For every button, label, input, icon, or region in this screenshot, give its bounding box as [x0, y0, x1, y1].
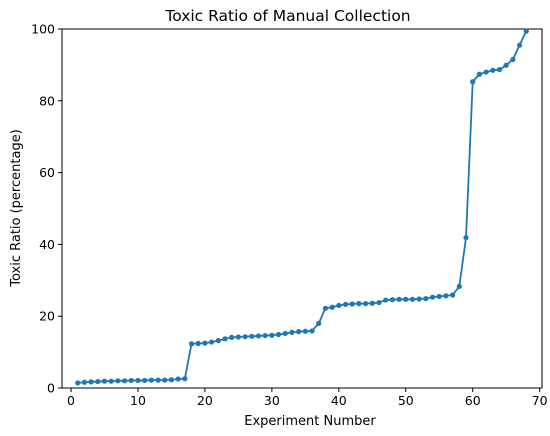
data-point [289, 329, 295, 335]
data-point [282, 330, 288, 337]
data-point [101, 378, 108, 384]
data-point [436, 293, 442, 300]
data-point [396, 296, 402, 302]
data-point [362, 301, 369, 307]
x-tick-label: 70 [532, 393, 548, 408]
y-axis-label: Toxic Ratio (percentage) [9, 129, 24, 288]
data-point [195, 340, 201, 347]
x-tick-label: 60 [465, 393, 481, 408]
data-point [369, 300, 375, 306]
x-tick-label: 30 [264, 393, 280, 408]
data-point [349, 301, 355, 307]
data-point [496, 66, 503, 73]
data-point [429, 294, 436, 300]
data-point [121, 378, 128, 384]
data-point [510, 56, 516, 63]
y-tick-label: 20 [39, 309, 55, 324]
data-point [456, 283, 462, 290]
data-point [450, 292, 456, 298]
y-tick-label: 40 [39, 237, 55, 252]
data-point [383, 297, 389, 303]
data-point [523, 28, 529, 34]
series-layer [75, 28, 529, 386]
data-point [242, 334, 248, 340]
data-point [336, 302, 342, 309]
data-point [202, 340, 208, 346]
data-point [275, 331, 282, 338]
data-point [403, 296, 409, 302]
data-point [470, 79, 476, 85]
data-point [215, 338, 221, 344]
data-point [75, 380, 81, 386]
data-point [148, 377, 154, 383]
data-point [516, 42, 523, 48]
data-point [229, 334, 235, 340]
data-point [142, 377, 148, 384]
data-point [162, 377, 168, 383]
data-point [296, 329, 302, 335]
data-point [476, 71, 483, 77]
data-point [503, 62, 509, 68]
data-point [108, 378, 114, 384]
data-point [168, 377, 175, 383]
x-tick-label: 0 [67, 393, 75, 408]
data-point [175, 376, 181, 382]
data-point [302, 328, 308, 334]
data-point [423, 296, 429, 302]
plot-area [61, 28, 543, 389]
x-axis-ticks: 0 10 20 30 40 50 60 70 [67, 388, 548, 408]
data-point [95, 378, 101, 385]
data-point [329, 304, 335, 310]
data-point [182, 376, 188, 382]
axes-frame [61, 28, 543, 389]
data-point [416, 296, 422, 302]
data-point [342, 301, 349, 307]
data-point [443, 293, 449, 299]
data-point [88, 379, 94, 385]
x-tick-label: 50 [398, 393, 414, 408]
y-tick-label: 0 [47, 381, 55, 396]
data-point [409, 296, 416, 302]
data-point [235, 334, 242, 340]
y-axis-ticks: 0 20 40 60 80 100 [31, 22, 62, 396]
data-point [322, 305, 329, 311]
x-axis-label: Experiment Number [244, 414, 376, 429]
data-point [490, 67, 496, 73]
data-point [155, 377, 161, 383]
x-tick-label: 10 [130, 393, 146, 408]
data-point [188, 341, 195, 347]
data-point [115, 378, 121, 384]
data-point [376, 299, 382, 306]
data-point [483, 69, 489, 75]
y-tick-label: 80 [39, 93, 55, 108]
data-point [209, 339, 215, 345]
data-point [463, 234, 469, 241]
x-tick-label: 40 [331, 393, 347, 408]
data-point [316, 320, 322, 326]
data-point [222, 336, 228, 342]
y-tick-label: 60 [39, 165, 55, 180]
data-point [135, 377, 141, 384]
y-tick-label: 100 [31, 22, 55, 37]
data-point [309, 328, 315, 334]
data-point [356, 301, 362, 307]
chart-title: Toxic Ratio of Manual Collection [164, 7, 410, 25]
series-line [77, 30, 528, 384]
data-point [81, 379, 88, 385]
data-point [249, 333, 255, 339]
data-point [262, 332, 268, 339]
data-point [269, 332, 275, 338]
data-point [389, 297, 395, 303]
x-tick-label: 20 [197, 393, 213, 408]
data-point [255, 333, 262, 339]
data-point [128, 377, 134, 384]
